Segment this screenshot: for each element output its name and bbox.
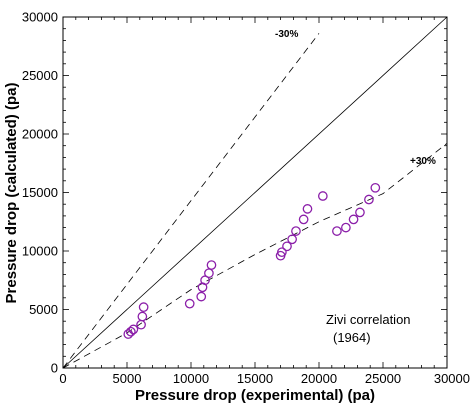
data-point [298,214,309,225]
data-point [287,234,297,245]
data-point [123,329,134,339]
data-point [355,207,365,218]
data-point [341,222,351,233]
data-point [332,226,342,236]
data-point [204,268,214,279]
y-axis-title: Pressure drop (calculated) (pa) [3,83,20,304]
tick-labels: 0 5000 10000 15000 20000 25000 30000 0 5000 10000… [22,10,470,387]
data-point [206,260,217,270]
y-tick-label: 20000 [22,127,58,142]
x-tick-label: 25000 [365,371,401,386]
data-point [364,194,374,205]
data-point [302,204,313,214]
data-point [370,182,381,193]
data-point [291,226,301,236]
minus30-line [62,33,320,369]
axis-ticks [62,16,448,369]
x-tick-label: 10000 [173,371,209,386]
data-point [277,247,287,258]
correlation-note-line1: Zivi correlation [326,312,411,327]
y-tick-label: 10000 [22,244,58,259]
x-axis-title: Pressure drop (experimental) (pa) [135,387,375,404]
data-point [136,319,146,330]
y-tick-label: 0 [51,361,58,376]
y-tick-label: 15000 [22,185,58,200]
data-point [128,324,139,335]
data-point [137,311,148,322]
y-tick-label: 5000 [29,302,58,317]
equality-line [62,16,448,369]
data-point [184,298,195,309]
x-tick-label: 30000 [434,371,470,386]
data-point [348,214,359,225]
data-point [282,241,292,252]
data-point [317,191,328,201]
x-tick-label: 20000 [301,371,337,386]
y-tick-label: 30000 [22,10,58,25]
correlation-note-line2: (1964) [333,330,371,345]
data-point [138,302,149,313]
data-point [196,291,207,302]
annotation-plus30: +30% [410,156,436,167]
x-tick-label: 0 [59,371,66,386]
x-tick-label: 15000 [237,371,273,386]
plus30-line [62,143,448,369]
data-point [125,326,136,337]
y-tick-label: 25000 [22,68,58,83]
data-points [123,182,381,339]
x-tick-label: 5000 [113,371,142,386]
annotation-minus30: -30% [275,29,298,40]
